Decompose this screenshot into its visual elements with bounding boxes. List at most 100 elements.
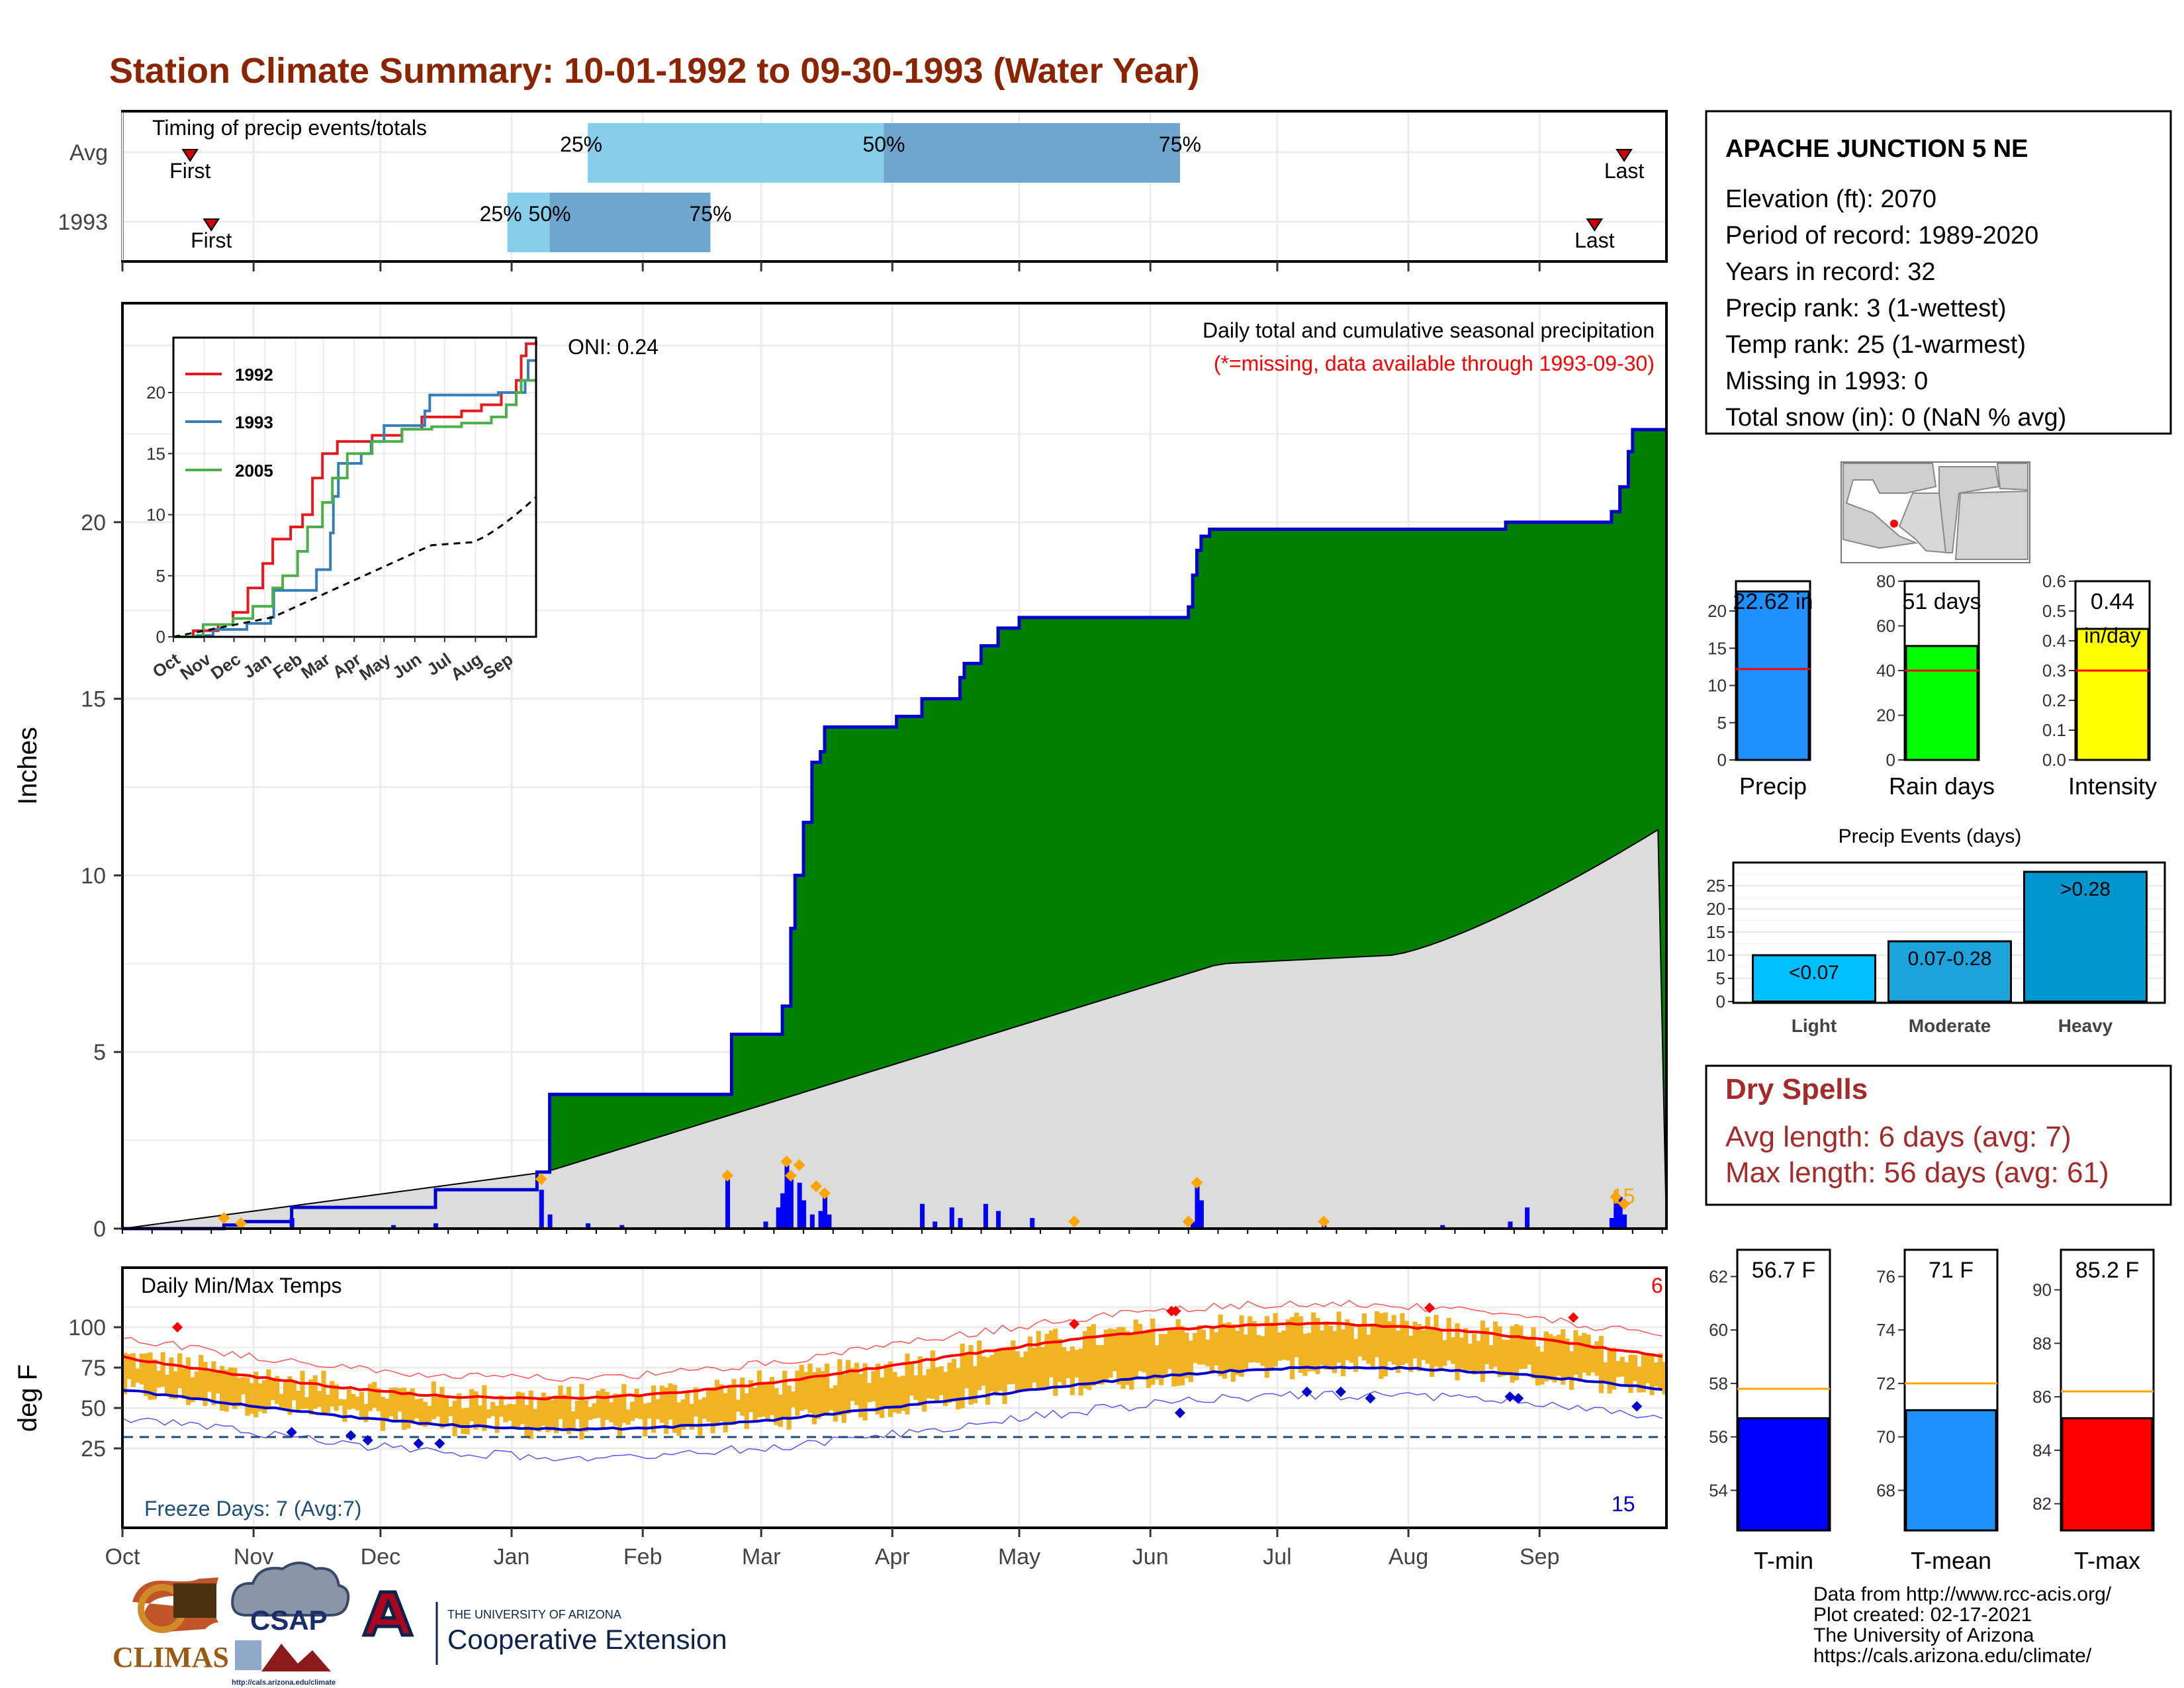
cold-days-count: 15 — [1612, 1492, 1635, 1516]
daily-temp-bar — [1361, 1313, 1367, 1361]
daily-temp-bar — [1637, 1366, 1642, 1393]
daily-temp-bar — [803, 1372, 809, 1410]
daily-temp-bar — [989, 1354, 995, 1392]
daily-temp-bar — [1099, 1344, 1105, 1385]
daily-temp-bar — [533, 1409, 538, 1429]
daily-temp-bar — [1095, 1344, 1101, 1385]
daily-temp-bar — [342, 1399, 347, 1422]
daily-temp-bar — [719, 1384, 724, 1422]
daily-temp-bar — [1179, 1326, 1185, 1385]
daily-temp-bar — [1598, 1336, 1604, 1393]
daily-precip-bar — [776, 1207, 781, 1229]
daily-temp-bar — [1138, 1323, 1143, 1372]
daily-temp-bar — [1628, 1354, 1633, 1393]
hot-record-marker — [1568, 1312, 1579, 1323]
daily-temp-bar — [1239, 1315, 1244, 1377]
timing-bar-25-50 — [588, 123, 884, 183]
daily-temp-bar — [1298, 1316, 1304, 1373]
daily-temp-bar — [833, 1385, 839, 1422]
daily-temp-bar — [257, 1383, 263, 1412]
daily-temp-bar — [203, 1362, 208, 1406]
precip-annotation: Daily total and cumulative seasonal prec… — [1203, 318, 1655, 342]
daily-temp-bar — [592, 1403, 597, 1419]
daily-temp-bar — [1476, 1340, 1481, 1372]
inset-legend: 1992 1993 2005 — [185, 365, 273, 481]
daily-temp-bar — [901, 1376, 906, 1411]
temp-bar-tick-label: 60 — [1709, 1320, 1728, 1340]
daily-temp-bar — [1023, 1351, 1028, 1392]
inset-ytick-label: 20 — [146, 383, 165, 402]
cold-record-marker — [413, 1438, 424, 1449]
hot-record-marker — [1424, 1302, 1435, 1313]
mini-bar-frame — [1735, 580, 1811, 761]
daily-temp-bar — [1040, 1346, 1046, 1391]
temp-bar-frame — [2060, 1248, 2155, 1532]
climas-logo: CLIMAS — [113, 1577, 229, 1673]
daily-temp-bar — [1615, 1360, 1621, 1378]
daily-temp-bar — [913, 1375, 919, 1400]
heavy-precip-marker — [535, 1173, 547, 1186]
precip-event-value-label: <0.07 — [1789, 962, 1839, 984]
heavy-precip-marker — [819, 1187, 831, 1199]
daily-temp-bar — [596, 1391, 602, 1418]
daily-temp-bar — [858, 1374, 864, 1418]
daily-temp-bar — [617, 1394, 623, 1438]
daily-temp-bar — [199, 1354, 204, 1400]
daily-temp-bar — [1332, 1331, 1338, 1374]
mini-bar-tick-label: 15 — [1707, 638, 1727, 658]
daily-temp-bar — [909, 1363, 915, 1396]
daily-temp-bar — [1374, 1311, 1380, 1358]
precip-event-value-label: 0.07-0.28 — [1908, 948, 1992, 970]
daily-temp-bar — [579, 1383, 584, 1440]
timing-panel: 25% 50% 75% First Last 25% 50% 75% First Last Tim… — [58, 110, 1668, 271]
precip-events-chart: Precip Events (days) 0 5 10 15 20 25 <0.07 Ligh… — [1706, 825, 2166, 1036]
mini-bar-tick-label: 0.4 — [2042, 631, 2066, 651]
pe-tick-label: 25 — [1706, 876, 1725, 896]
daily-temp-bar — [1467, 1343, 1473, 1371]
daily-temp-bar — [1463, 1328, 1469, 1373]
daily-temp-bar — [752, 1387, 758, 1423]
ua-big-text: Cooperative Extension — [447, 1624, 727, 1655]
daily-temp-bar — [1349, 1324, 1354, 1363]
credit-line-3: The University of Arizona — [1813, 1624, 2034, 1646]
daily-temp-bar — [528, 1390, 533, 1439]
station-line-3: Years in record: 32 — [1725, 258, 1936, 286]
daily-temp-bar — [1193, 1333, 1198, 1363]
precip-panel: 0 5 10 15 20 Inches ONI: 0.24 Daily total an… — [13, 302, 1668, 1242]
daily-temp-bar — [756, 1370, 762, 1417]
daily-temp-bar — [1167, 1327, 1172, 1370]
daily-temp-bar — [1226, 1322, 1232, 1372]
daily-temp-bar — [562, 1394, 567, 1431]
daily-temp-bar — [1142, 1333, 1147, 1373]
daily-temp-bar — [338, 1399, 343, 1406]
oni-label: ONI: 0.24 — [568, 335, 659, 359]
daily-temp-bar — [545, 1395, 551, 1432]
daily-temp-bar — [304, 1397, 310, 1409]
daily-temp-bar — [960, 1343, 965, 1409]
cold-record-marker — [1513, 1393, 1524, 1404]
csap-logo: CSAP http://cals.arizona.edu/climate — [231, 1562, 350, 1687]
temp-label: Daily Min/Max Temps — [141, 1274, 341, 1297]
daily-temp-bar — [583, 1399, 588, 1432]
daily-temp-bar — [943, 1372, 948, 1407]
heavy-precip-marker — [810, 1180, 823, 1192]
daily-temp-bar — [634, 1388, 639, 1419]
daily-temp-bar — [516, 1391, 521, 1428]
daily-temp-bar — [1032, 1347, 1037, 1383]
daily-precip-bar — [920, 1203, 925, 1229]
daily-temp-bar — [1383, 1312, 1388, 1377]
daily-precip-bar — [827, 1214, 832, 1229]
daily-temp-bar — [795, 1370, 800, 1416]
precip-missing-note: (*=missing, data available through 1993-… — [1214, 352, 1655, 375]
mini-bar-tick-label: 10 — [1707, 676, 1727, 696]
mini-bar-tick-label: 80 — [1876, 571, 1895, 591]
daily-temp-bar — [1425, 1317, 1430, 1364]
daily-temp-bar — [1074, 1350, 1079, 1378]
daily-precip-bar — [539, 1190, 544, 1229]
cold-record-marker — [1504, 1391, 1516, 1402]
last-event-marker — [1586, 218, 1604, 232]
daily-temp-bar — [1531, 1327, 1536, 1379]
inset-line-1993 — [173, 359, 536, 638]
mini-bar-tick-label: 0.3 — [2042, 661, 2066, 680]
daily-temp-bar — [714, 1380, 720, 1426]
